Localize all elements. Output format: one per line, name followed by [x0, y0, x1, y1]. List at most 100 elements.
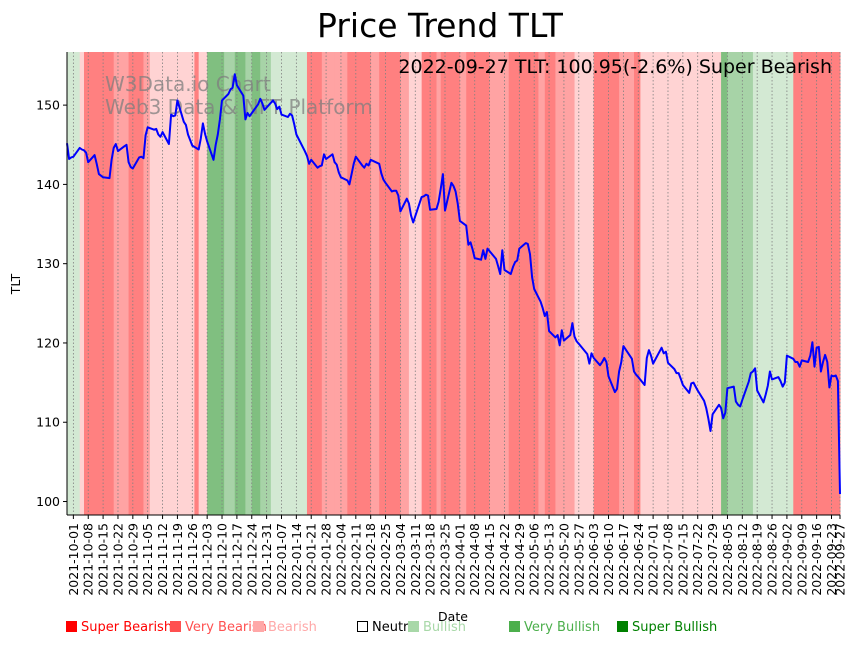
band-super-bearish — [306, 52, 323, 515]
band-bullish-mid — [224, 52, 236, 515]
legend-swatch-icon — [357, 621, 368, 632]
x-tick-label: 2022-09-02 — [779, 523, 794, 596]
x-tick-label: 2022-01-21 — [304, 523, 319, 596]
x-tick-label: 2022-05-13 — [542, 523, 557, 596]
x-tick-label: 2022-02-25 — [378, 523, 393, 596]
band-very-bearish — [538, 52, 546, 515]
x-tick-label: 2021-10-22 — [110, 523, 125, 596]
y-tick-label: 140 — [36, 177, 60, 192]
x-tick-label: 2022-04-15 — [482, 523, 497, 596]
band-bearish — [640, 52, 648, 515]
legend-label: Neutral — [372, 620, 420, 635]
legend-swatch-icon — [253, 621, 264, 632]
axes — [66, 52, 840, 516]
latest-price-annotation: 2022-09-27 TLT: 100.95(-2.6%) Super Bear… — [398, 56, 832, 78]
band-bullish — [270, 52, 308, 515]
x-axis-ticks: 2021-10-01 2021-10-08 2021-10-15 2021-10-22… — [66, 515, 848, 596]
x-tick-label: 2021-10-29 — [125, 523, 140, 596]
band-very-bearish — [459, 52, 467, 515]
x-tick-label: 2021-12-17 — [229, 523, 244, 596]
x-tick-label: 2022-09-23 — [824, 523, 839, 596]
x-tick-label: 2021-12-31 — [259, 523, 274, 596]
legend-item-bearish: Bearish — [253, 620, 317, 635]
legend-swatch-icon — [617, 621, 628, 632]
x-tick-label: 2022-06-24 — [631, 523, 646, 596]
x-tick-label: 2022-07-22 — [690, 523, 705, 596]
y-tick-label: 130 — [36, 256, 60, 271]
x-tick-label: 2022-01-07 — [274, 523, 289, 596]
x-tick-label: 2021-11-26 — [185, 523, 200, 596]
x-tick-label: 2022-05-27 — [571, 523, 586, 596]
band-very-bearish — [143, 52, 151, 515]
band-super-bearish — [421, 52, 438, 515]
band-very-bearish — [619, 52, 635, 515]
x-tick-label: 2022-03-11 — [408, 523, 423, 596]
band-very-bearish — [370, 52, 380, 515]
x-tick-label: 2022-08-26 — [765, 523, 780, 596]
band-bearish — [574, 52, 595, 515]
band-very-bearish — [555, 52, 576, 515]
band-super-bearish — [347, 52, 372, 515]
band-very-bearish — [489, 52, 510, 515]
band-very-bearish — [113, 52, 130, 515]
x-tick-label: 2022-06-10 — [601, 523, 616, 596]
y-tick-label: 150 — [36, 98, 60, 113]
x-tick-label: 2022-09-27 — [833, 523, 848, 596]
legend-label: Bullish — [423, 620, 467, 635]
x-tick-label: 2022-03-04 — [393, 523, 408, 596]
band-super-bearish — [634, 52, 641, 515]
band-bullish — [752, 52, 794, 515]
legend-label: Very Bearish — [185, 620, 267, 635]
band-very-bullish — [234, 52, 246, 515]
legend-swatch-icon — [170, 621, 181, 632]
band-very-bullish — [721, 52, 728, 515]
band-super-bearish — [83, 52, 115, 515]
legend-swatch-icon — [66, 621, 77, 632]
band-super-bearish — [466, 52, 491, 515]
x-tick-label: 2022-07-01 — [646, 523, 661, 596]
x-tick-label: 2022-02-11 — [348, 523, 363, 596]
band-very-bullish — [207, 52, 225, 515]
band-super-bearish — [379, 52, 401, 515]
x-tick-label: 2022-07-29 — [705, 523, 720, 596]
x-tick-label: 2022-01-28 — [319, 523, 334, 596]
band-super-bearish — [440, 52, 461, 515]
x-tick-label: 2021-11-05 — [140, 523, 155, 596]
x-tick-label: 2022-03-25 — [438, 523, 453, 596]
x-tick-label: 2022-07-08 — [660, 523, 675, 596]
x-tick-label: 2022-03-18 — [423, 523, 438, 596]
x-tick-label: 2022-09-16 — [809, 523, 824, 596]
band-bullish-mid — [245, 52, 253, 515]
band-bullish-mid — [260, 52, 272, 515]
y-axis-label: TLT — [8, 273, 23, 295]
x-tick-label: 2022-09-09 — [794, 523, 809, 596]
band-bearish — [646, 52, 722, 515]
band-super-bearish — [544, 52, 556, 515]
y-tick-label: 120 — [36, 335, 60, 350]
x-tick-label: 2022-06-03 — [586, 523, 601, 596]
legend-item-very-bearish: Very Bearish — [170, 620, 267, 635]
y-tick-label: 110 — [36, 415, 60, 430]
legend-label: Bearish — [268, 620, 317, 635]
price-line — [66, 73, 841, 495]
x-tick-label: 2022-08-19 — [750, 523, 765, 596]
x-tick-label: 2022-02-04 — [333, 523, 348, 596]
y-tick-label: 100 — [36, 494, 60, 509]
x-tick-label: 2022-08-05 — [720, 523, 735, 596]
legend-item-neutral: Neutral — [357, 620, 420, 635]
legend-item-super-bullish: Super Bullish — [617, 620, 717, 635]
x-tick-label: 2022-08-12 — [735, 523, 750, 596]
band-very-bearish — [400, 52, 410, 515]
band-very-bearish — [321, 52, 336, 515]
y-axis-ticks: 100 110 120 130 140 150 — [36, 98, 67, 509]
legend-swatch-icon — [408, 621, 419, 632]
x-tick-label: 2022-05-06 — [527, 523, 542, 596]
chart-title: Price Trend TLT — [317, 6, 564, 45]
band-very-bearish — [436, 52, 442, 515]
band-super-bearish — [194, 52, 200, 515]
legend-item-super-bearish: Super Bearish — [66, 620, 172, 635]
band-bullish-mid — [727, 52, 754, 515]
legend-label: Very Bullish — [524, 620, 601, 635]
x-tick-label: 2022-04-22 — [497, 523, 512, 596]
